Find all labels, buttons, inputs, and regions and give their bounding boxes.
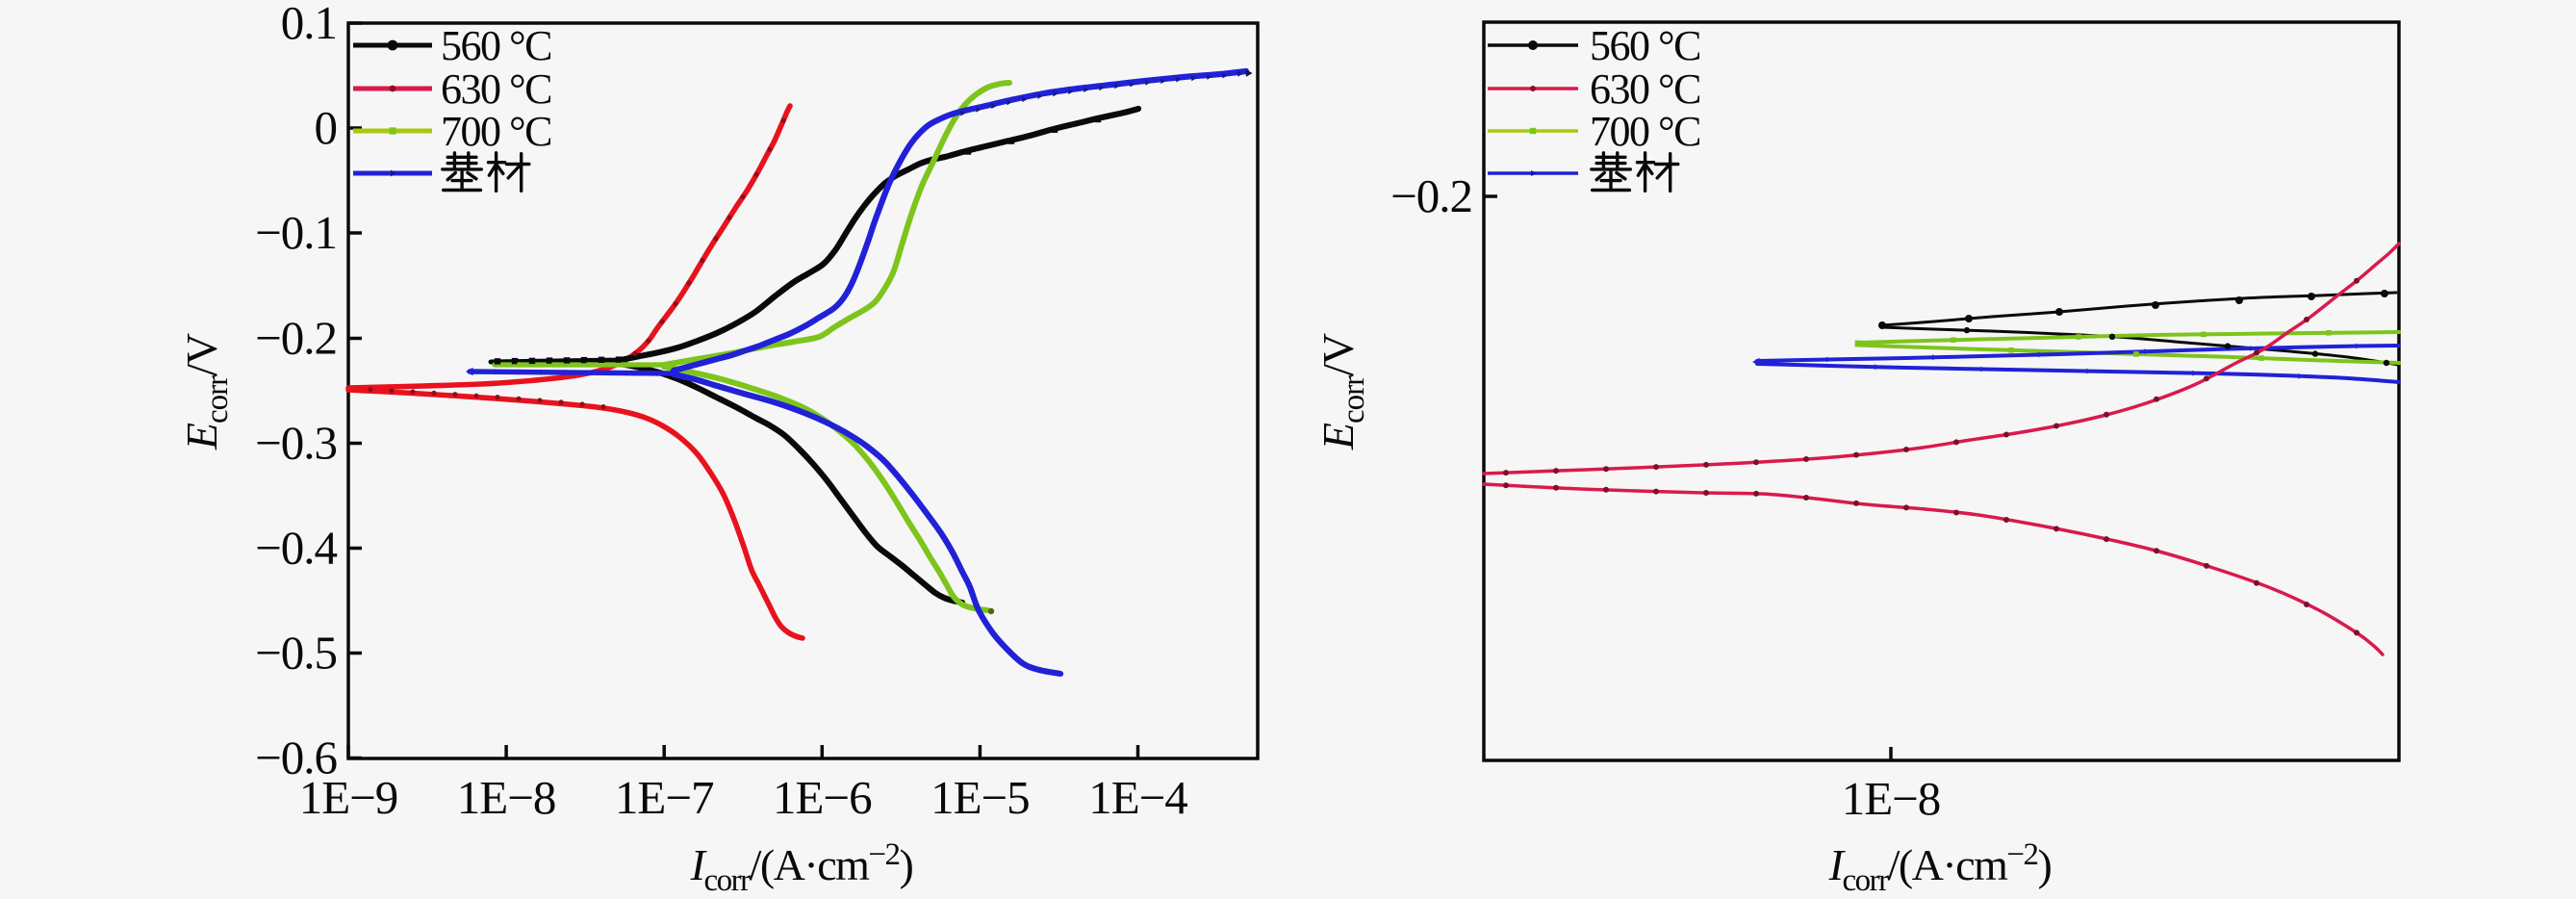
svg-text:Ecorr/V: Ecorr/V xyxy=(1314,333,1371,450)
svg-text:1E−6: 1E−6 xyxy=(773,771,872,824)
svg-text:630 °C: 630 °C xyxy=(1590,65,1700,113)
svg-text:560 °C: 560 °C xyxy=(1590,22,1700,69)
svg-text:630 °C: 630 °C xyxy=(441,65,551,113)
svg-text:−0.1: −0.1 xyxy=(255,206,337,259)
svg-text:1E−8: 1E−8 xyxy=(1842,772,1941,825)
svg-text:Ecorr/V: Ecorr/V xyxy=(177,333,235,450)
svg-text:0.1: 0.1 xyxy=(281,0,337,49)
svg-text:1E−8: 1E−8 xyxy=(457,771,556,824)
svg-text:Icorr/(A·cm−2): Icorr/(A·cm−2) xyxy=(1828,837,2052,898)
svg-text:−0.3: −0.3 xyxy=(255,417,337,470)
svg-text:700 °C: 700 °C xyxy=(441,108,551,155)
svg-text:1E−5: 1E−5 xyxy=(931,771,1030,824)
svg-text:1E−4: 1E−4 xyxy=(1088,771,1187,824)
svg-text:1E−7: 1E−7 xyxy=(615,771,714,824)
svg-text:560 °C: 560 °C xyxy=(441,22,551,69)
svg-text:Icorr/(A·cm−2): Icorr/(A·cm−2) xyxy=(690,837,913,898)
svg-text:−0.5: −0.5 xyxy=(255,627,337,680)
svg-text:1E−9: 1E−9 xyxy=(299,771,398,824)
svg-text:0: 0 xyxy=(315,101,338,154)
svg-text:−0.2: −0.2 xyxy=(255,312,337,365)
svg-text:−0.6: −0.6 xyxy=(255,732,337,784)
svg-text:700 °C: 700 °C xyxy=(1590,108,1700,155)
svg-text:−0.2: −0.2 xyxy=(1390,169,1472,222)
svg-text:−0.4: −0.4 xyxy=(255,522,337,575)
